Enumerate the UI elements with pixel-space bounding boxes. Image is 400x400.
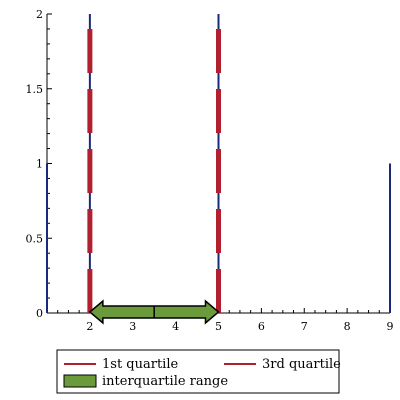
y-tick-label: 0.5 — [26, 232, 44, 245]
legend-label-3rd-quartile: 3rd quartile — [262, 357, 341, 372]
tick-labels: 2 3 4 5 6 7 8 9 0 0.5 1 1.5 2 — [26, 8, 394, 333]
y-tick-label: 1 — [36, 158, 43, 171]
y-tick-label: 1.5 — [26, 83, 44, 96]
x-tick-label: 4 — [172, 320, 179, 333]
y-tick-label: 2 — [36, 8, 43, 21]
legend-label-1st-quartile: 1st quartile — [102, 357, 178, 372]
x-tick-label: 3 — [129, 320, 136, 333]
x-tick-label: 6 — [258, 320, 265, 333]
x-tick-label: 2 — [86, 320, 93, 333]
legend-box — [56, 349, 340, 394]
x-tick-label: 8 — [344, 320, 351, 333]
x-tick-label: 5 — [215, 320, 222, 333]
legend-label-interquartile-range: interquartile range — [102, 374, 228, 389]
x-tick-label: 7 — [301, 320, 308, 333]
x-tick-label: 9 — [387, 320, 394, 333]
legend-swatch-interquartile-range — [63, 374, 97, 388]
y-tick-label: 0 — [36, 307, 43, 320]
quartile-lines — [87, 28, 221, 313]
legend: 1st quartile 3rd quartile interquartile … — [56, 349, 341, 394]
iqr-arrow — [88, 299, 220, 325]
